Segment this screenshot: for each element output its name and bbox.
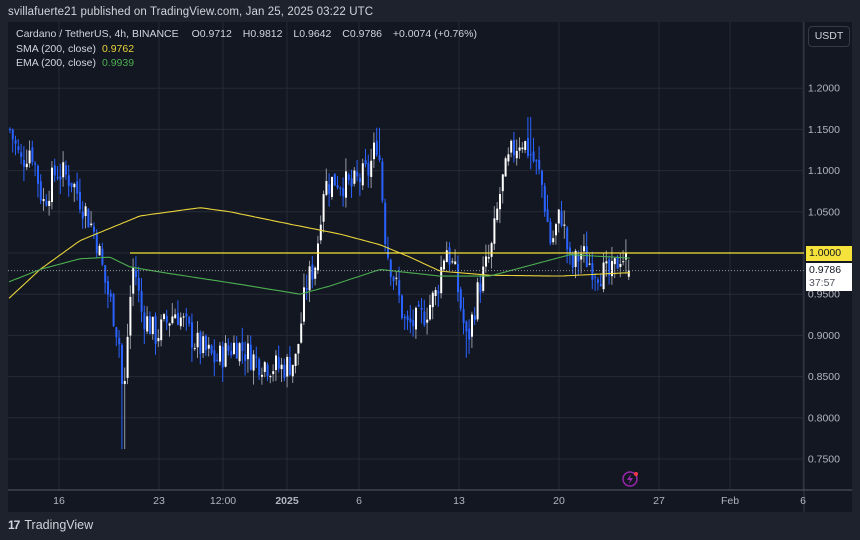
sma-200-line [8, 207, 631, 299]
time-tick-label: Feb [721, 495, 739, 507]
ema-200-line [8, 254, 631, 295]
tradingview-brand[interactable]: 17 TradingView [8, 518, 93, 532]
time-tick-label: 23 [153, 495, 165, 507]
price-tick-label: 1.0500 [808, 206, 840, 218]
chart-legend: Cardano / TetherUS, 4h, BINANCE O0.9712 … [16, 27, 485, 71]
close-value: C0.9786 [342, 28, 382, 40]
open-value: O0.9712 [191, 28, 232, 40]
price-tick-label: 0.8500 [808, 371, 840, 383]
last-price-value: 0.9786 [809, 264, 842, 276]
time-tick-label: 16 [53, 495, 65, 507]
level-price-tag: 1.0000 [806, 246, 852, 261]
ema-row[interactable]: EMA (200, close) 0.9939 [16, 56, 485, 71]
brand-label: TradingView [24, 518, 94, 532]
time-tick-label: 2025 [275, 495, 299, 507]
last-price-tag: 0.9786 37:57 [806, 263, 852, 291]
high-value: H0.9812 [242, 28, 283, 40]
currency-button[interactable]: USDT [808, 26, 850, 47]
publish-info: svillafuerte21 published on TradingView.… [8, 6, 374, 18]
time-tick-label: 12:00 [210, 495, 236, 507]
time-tick-label: 6 [800, 495, 806, 507]
alert-lightning-icon[interactable] [622, 471, 638, 487]
time-tick-label: 13 [453, 495, 465, 507]
horizontal-gridlines [8, 87, 804, 460]
candles [9, 117, 630, 450]
candlestick-chart[interactable]: 1.2000 1.1500 1.1000 1.0500 1.0000 0.9500 0.90… [8, 22, 852, 512]
lightning-bolt-icon [627, 474, 633, 484]
price-tick-label: 0.9500 [808, 289, 840, 301]
symbol-label[interactable]: Cardano / TetherUS, 4h, BINANCE [16, 28, 179, 40]
change-value: +0.0074 (+0.76%) [392, 28, 477, 40]
tradingview-logo-icon: 17 [8, 518, 20, 532]
price-tick-label: 0.8000 [808, 412, 840, 424]
low-value: L0.9642 [293, 28, 332, 40]
countdown-value: 37:57 [809, 276, 836, 289]
sma-label: SMA (200, close) [16, 42, 96, 55]
time-tick-label: 27 [653, 495, 665, 507]
symbol-row: Cardano / TetherUS, 4h, BINANCE O0.9712 … [16, 27, 485, 42]
price-tick-label: 1.1000 [808, 165, 840, 177]
price-tick-label: 0.9000 [808, 330, 840, 342]
price-tick-label: 1.2000 [808, 83, 840, 95]
time-tick-label: 20 [553, 495, 565, 507]
ema-value: 0.9939 [101, 57, 135, 69]
price-tick-label: 0.7500 [808, 454, 840, 466]
ema-label: EMA (200, close) [16, 57, 96, 69]
time-tick-label: 6 [356, 495, 362, 507]
sma-value: 0.9762 [101, 42, 135, 55]
price-tick-label: 1.1500 [808, 124, 840, 136]
chart-panel[interactable]: 1.2000 1.1500 1.1000 1.0500 1.0000 0.9500 0.90… [8, 22, 852, 512]
alert-notification-dot [634, 472, 638, 476]
sma-row[interactable]: SMA (200, close) 0.9762 [16, 42, 485, 57]
